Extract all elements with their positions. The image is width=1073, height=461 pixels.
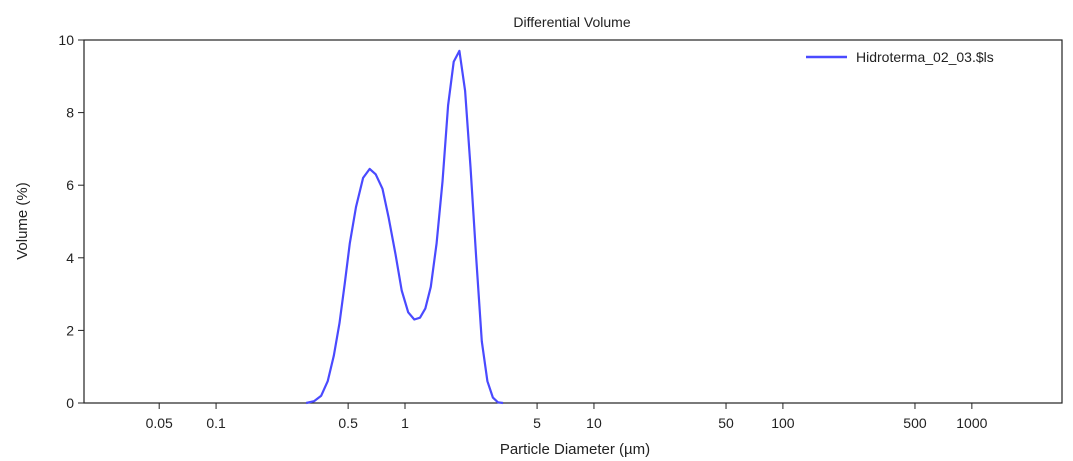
plot-area (83, 39, 1063, 404)
x-tick-label: 1000 (956, 415, 987, 431)
y-axis-ticks: 0 2 4 6 8 10 (58, 32, 84, 411)
x-tick-label: 10 (586, 415, 602, 431)
x-tick-label: 1 (401, 415, 409, 431)
y-tick-label: 10 (58, 32, 74, 48)
x-tick-label: 0.05 (146, 415, 173, 431)
series-layer (305, 49, 504, 405)
legend-label: Hidroterma_02_03.$ls (856, 49, 994, 65)
x-tick-label: 5 (533, 415, 541, 431)
x-tick-label: 0.1 (206, 415, 226, 431)
x-tick-label: 100 (771, 415, 795, 431)
y-tick-label: 0 (66, 395, 74, 411)
y-tick-label: 8 (66, 105, 74, 121)
series-line-0 (305, 49, 504, 405)
y-tick-label: 2 (66, 322, 74, 338)
x-tick-label: 500 (903, 415, 927, 431)
x-tick-label: 0.5 (338, 415, 358, 431)
y-tick-label: 6 (66, 177, 74, 193)
x-tick-label: 50 (718, 415, 734, 431)
legend: Hidroterma_02_03.$ls (806, 49, 994, 65)
y-axis-title: Volume (%) (14, 182, 31, 260)
y-tick-label: 4 (66, 250, 74, 266)
x-axis-ticks: 0.05 0.1 0.5 1 5 10 50 100 500 1000 (146, 403, 988, 431)
x-axis-title: Particle Diameter (µm) (500, 441, 650, 458)
chart-title: Differential Volume (513, 14, 630, 30)
